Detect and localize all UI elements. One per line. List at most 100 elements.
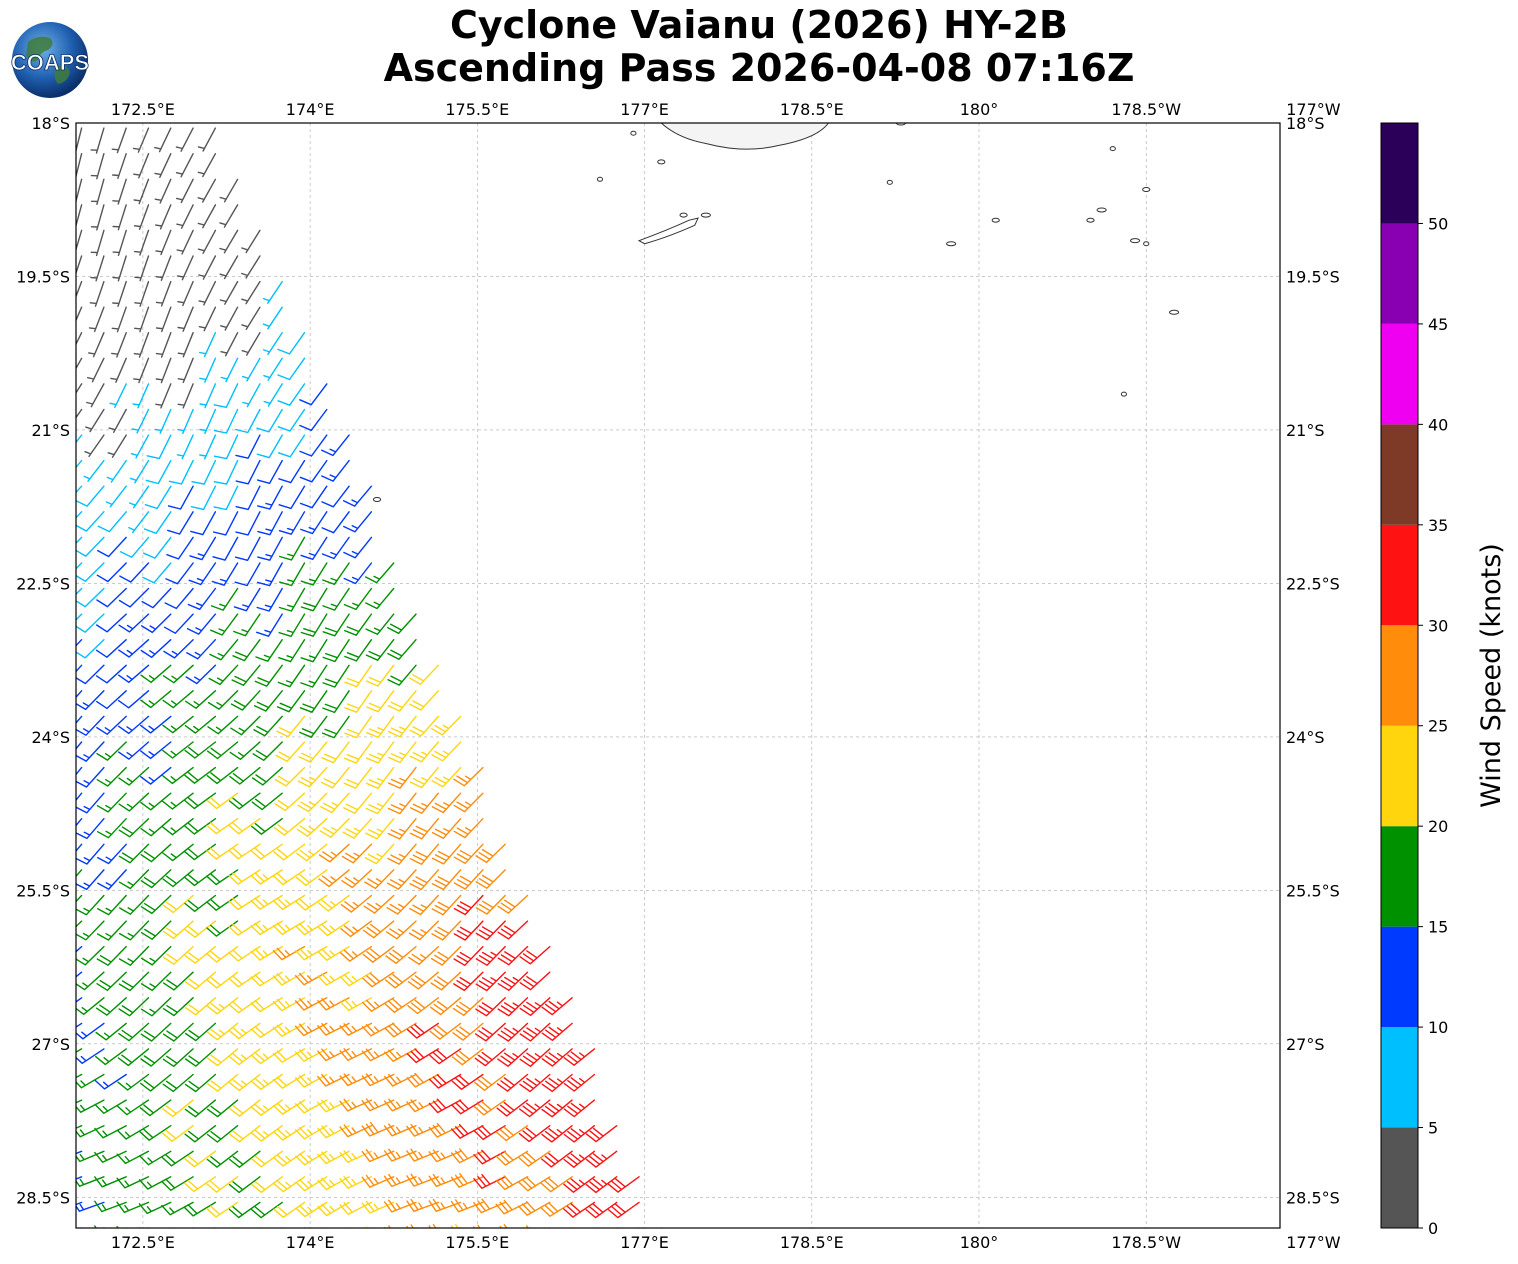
lon-tick-label-bottom: 178.5°W [1111, 1233, 1181, 1252]
wind-barb [563, 1150, 596, 1168]
wind-barb [343, 511, 373, 533]
wind-barb [384, 997, 417, 1013]
wind-barb [475, 971, 506, 992]
wind-barb [365, 766, 395, 789]
wind-barb [177, 357, 194, 384]
wind-barb [76, 639, 83, 647]
wind-barb [96, 562, 127, 583]
colorbar-tick-label: 10 [1428, 1018, 1448, 1037]
wind-barb [409, 894, 439, 916]
wind-barb [363, 894, 395, 914]
wind-barb [519, 997, 551, 1016]
wind-barb [111, 127, 127, 154]
wind-barb [212, 511, 239, 536]
wind-barb [272, 1022, 306, 1037]
wind-barb [76, 894, 105, 916]
wind-barb [253, 715, 283, 737]
wind-barb [365, 792, 395, 815]
wind-barb [206, 741, 239, 760]
wind-barb [273, 843, 306, 861]
lon-tick-label-top: 180° [960, 100, 999, 119]
wind-barb [273, 1201, 306, 1218]
wind-barb [321, 485, 350, 508]
wind-barb [84, 434, 105, 458]
wind-barb [128, 485, 150, 509]
wind-barb [343, 766, 373, 789]
wind-barb [384, 1022, 417, 1038]
wind-barb [118, 766, 150, 786]
wind-barb [90, 204, 105, 231]
wind-barb [219, 229, 239, 254]
wind-barb [428, 1198, 462, 1212]
wind-barb [112, 229, 127, 256]
wind-barb [228, 1022, 261, 1040]
wind-barb [154, 153, 172, 178]
wind-barb [294, 1073, 328, 1088]
wind-barb [162, 664, 194, 684]
wind-barb [76, 869, 105, 891]
wind-barb [496, 1073, 529, 1092]
wind-barb [199, 383, 217, 409]
wind-barb [155, 229, 172, 256]
wind-barb [199, 357, 217, 383]
wind-barb [361, 1121, 395, 1137]
wind-barb [497, 1048, 529, 1067]
wind-barb [251, 792, 283, 811]
wind-barb [253, 690, 283, 712]
wind-barb [250, 1073, 283, 1090]
wind-barb [344, 715, 373, 739]
wind-barb [141, 587, 172, 609]
wind-barb [155, 204, 172, 230]
wind-barb [473, 1149, 506, 1165]
wind-barb [541, 1073, 573, 1093]
wind-barb [199, 434, 217, 460]
wind-barb [140, 715, 172, 734]
wind-barb [495, 1199, 529, 1215]
wind-barb [234, 562, 261, 587]
wind-barb [340, 920, 373, 938]
wind-barb [299, 383, 328, 406]
colorbar-tick-label: 0 [1428, 1219, 1438, 1238]
wind-barb [140, 843, 172, 863]
wind-barb [132, 383, 150, 409]
wind-barb [339, 1124, 373, 1138]
map-background [76, 123, 1280, 1228]
wind-barb [143, 511, 172, 534]
wind-barb [431, 766, 462, 788]
wind-barb [184, 792, 217, 810]
wind-barb [76, 920, 83, 928]
lat-tick-label-left: 22.5°S [16, 574, 70, 593]
wind-barb [474, 1073, 506, 1091]
wind-barb [162, 792, 194, 810]
wind-barb [140, 869, 172, 889]
wind-barb [76, 511, 83, 519]
wind-barb [206, 920, 239, 937]
wind-barb [453, 766, 484, 787]
wind-barb [76, 536, 105, 557]
wind-barb [299, 459, 328, 483]
wind-barb [118, 971, 150, 992]
wind-barb [94, 1125, 127, 1139]
wind-barb [228, 869, 261, 885]
small-island [1109, 146, 1116, 152]
wind-barb [184, 818, 217, 835]
wind-barb [220, 357, 239, 383]
wind-barb [317, 1048, 350, 1062]
wind-barb [175, 153, 194, 178]
wind-barb [95, 639, 127, 658]
wind-barb [250, 894, 283, 910]
wind-barb [119, 894, 150, 915]
wind-barb [272, 894, 306, 911]
wind-barb [176, 434, 194, 460]
wind-barb [585, 1125, 618, 1143]
colorbar-tick-label: 20 [1428, 817, 1448, 836]
wind-barb [406, 1099, 439, 1113]
wind-barb [563, 1048, 596, 1066]
lat-tick-label-left: 27°S [31, 1035, 70, 1054]
wind-barb [233, 613, 261, 637]
wind-barb [134, 280, 150, 307]
wind-barb [119, 536, 150, 558]
wind-barb [186, 613, 217, 635]
lon-tick-label-bottom: 178.5°E [780, 1233, 844, 1252]
wind-barb [475, 869, 506, 889]
